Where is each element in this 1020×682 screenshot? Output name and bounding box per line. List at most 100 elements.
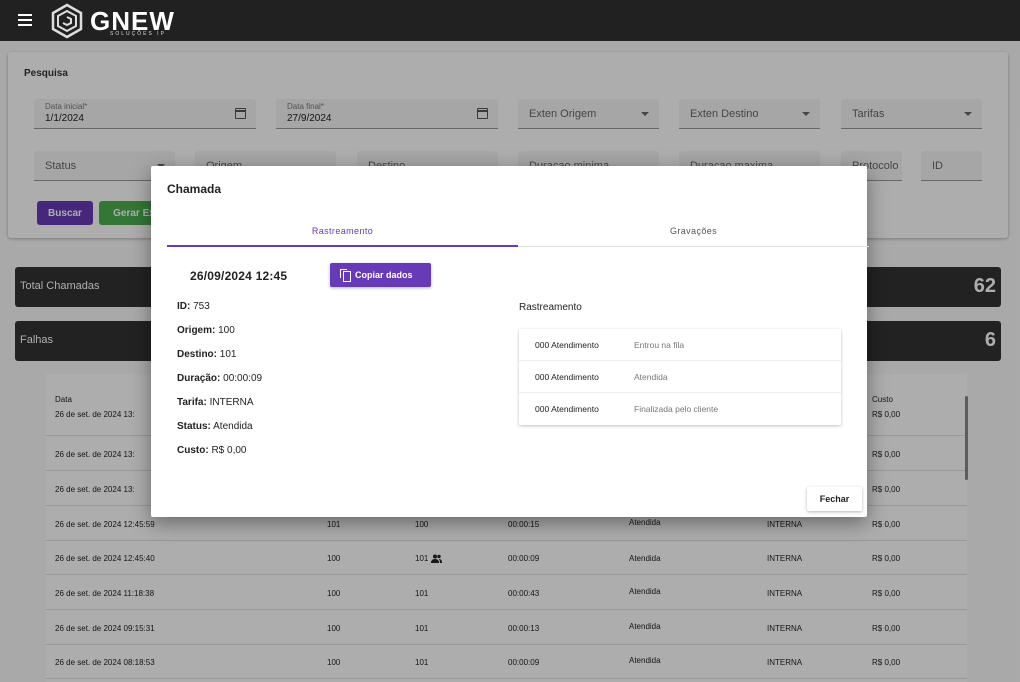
- cell-status: Atendida: [629, 518, 661, 527]
- cell-custo: R$ 0,00: [872, 658, 901, 667]
- copy-data-button[interactable]: Copiar dados: [330, 263, 431, 287]
- total-chamadas-label: Total Chamadas: [20, 280, 100, 292]
- tab-gravacoes[interactable]: Gravações: [518, 218, 869, 247]
- status-label: Status: [45, 160, 77, 172]
- cell-tarifa: INTERNA: [767, 554, 803, 563]
- exten-destino-select[interactable]: Exten Destino: [679, 99, 820, 129]
- cell-destino: 101: [415, 658, 429, 667]
- copy-icon: [340, 269, 351, 282]
- detail-id: ID: 753: [177, 301, 210, 312]
- cell-custo: R$ 0,00: [872, 589, 901, 598]
- cell-duracao: 00:00:15: [508, 520, 540, 529]
- tab-rastreamento[interactable]: Rastreamento: [167, 218, 518, 247]
- table-row[interactable]: 26 de set. de 2024 11:18:38 100 101 00:0…: [46, 575, 967, 610]
- tracking-queue: 000 Atendimento: [535, 340, 599, 350]
- cell-date: 26 de set. de 2024 09:15:31: [55, 624, 155, 633]
- dropdown-arrow-icon: [964, 112, 972, 116]
- exten-destino-label: Exten Destino: [690, 108, 759, 120]
- table-row[interactable]: 26 de set. de 2024 09:15:31 100 101 00:0…: [46, 610, 967, 645]
- detail-status: Status: Atendida: [177, 421, 253, 432]
- menu-icon[interactable]: [18, 14, 32, 26]
- cell-status: Atendida: [629, 554, 661, 563]
- logo: GNEW: [50, 2, 175, 40]
- table-header: Data Custo: [46, 374, 967, 416]
- fechar-button[interactable]: Fechar: [807, 487, 862, 511]
- cell-destino: 101: [415, 589, 429, 598]
- cell-tarifa: INTERNA: [767, 520, 803, 529]
- call-details-dialog: Chamada Rastreamento Gravações 26/09/202…: [151, 166, 869, 517]
- detail-id-label: ID:: [177, 301, 191, 312]
- dropdown-arrow-icon: [641, 112, 649, 116]
- tracking-title: Rastreamento: [519, 302, 582, 313]
- tracking-event: Atendida: [634, 372, 668, 382]
- detail-duracao: Duração: 00:00:09: [177, 373, 262, 384]
- tracking-item: 000 Atendimento Atendida: [519, 361, 841, 393]
- cell-tarifa: INTERNA: [767, 589, 803, 598]
- buscar-button[interactable]: Buscar: [37, 201, 93, 225]
- data-final-label: Data final*: [287, 102, 324, 111]
- total-chamadas-value: 62: [973, 275, 996, 297]
- cell-date: 26 de set. de 2024 12:45:59: [55, 520, 155, 529]
- tarifas-label: Tarifas: [852, 108, 885, 120]
- data-inicial-field[interactable]: Data inicial* 1/1/2024: [34, 99, 256, 129]
- cell-duracao: 00:00:09: [508, 658, 540, 667]
- cell-status: Atendida: [629, 587, 661, 596]
- protocolo-input[interactable]: Protocolo: [841, 151, 902, 181]
- data-inicial-value: 1/1/2024: [45, 113, 84, 124]
- table-row[interactable]: 26 de set. de 2024 08:18:53 100 101 00:0…: [46, 644, 967, 679]
- logo-subtext: SOLUÇÕES IP: [110, 31, 166, 37]
- cell-custo: R$ 0,00: [872, 450, 901, 459]
- detail-destino: Destino: 101: [177, 349, 236, 360]
- cell-date: 26 de set. de 2024 13:: [55, 450, 135, 459]
- top-app-bar: GNEW SOLUÇÕES IP: [0, 0, 1020, 41]
- tarifas-select[interactable]: Tarifas: [841, 99, 982, 129]
- dropdown-arrow-icon: [802, 112, 810, 116]
- calendar-icon[interactable]: [477, 108, 488, 119]
- column-data[interactable]: Data: [55, 395, 72, 404]
- detail-status-value: Atendida: [213, 421, 253, 432]
- data-final-value: 27/9/2024: [287, 113, 332, 124]
- detail-tarifa: Tarifa: INTERNA: [177, 397, 254, 408]
- calendar-icon[interactable]: [235, 108, 246, 119]
- tracking-queue: 000 Atendimento: [535, 372, 599, 382]
- tracking-list: 000 Atendimento Entrou na fila 000 Atend…: [519, 329, 841, 425]
- detail-destino-label: Destino:: [177, 349, 217, 360]
- falhas-label: Falhas: [20, 334, 54, 346]
- tracking-item: 000 Atendimento Entrou na fila: [519, 329, 841, 361]
- dialog-title: Chamada: [167, 182, 222, 196]
- cell-status: Atendida: [629, 656, 661, 665]
- cell-date: 26 de set. de 2024 12:45:40: [55, 554, 155, 563]
- data-inicial-label: Data inicial*: [45, 102, 88, 111]
- detail-origem-value: 100: [218, 325, 235, 336]
- cell-origem: 100: [327, 589, 341, 598]
- cell-destino: 100: [415, 520, 429, 529]
- cell-duracao: 00:00:09: [508, 554, 540, 563]
- logo-mark-icon: [51, 3, 83, 39]
- cell-date: 26 de set. de 2024 13:: [55, 410, 135, 419]
- data-final-field[interactable]: Data final* 27/9/2024: [276, 99, 498, 129]
- cell-custo: R$ 0,00: [872, 410, 901, 419]
- cell-destino: 101: [415, 554, 429, 563]
- tracking-queue: 000 Atendimento: [535, 404, 599, 414]
- cell-origem: 100: [327, 554, 341, 563]
- detail-origem-label: Origem:: [177, 325, 216, 336]
- cell-custo: R$ 0,00: [872, 554, 901, 563]
- cell-origem: 101: [327, 520, 341, 529]
- cell-custo: R$ 0,00: [872, 624, 901, 633]
- cell-duracao: 00:00:43: [508, 589, 540, 598]
- column-custo[interactable]: Custo: [872, 395, 893, 404]
- cell-duracao: 00:00:13: [508, 624, 540, 633]
- copy-data-label: Copiar dados: [355, 270, 413, 280]
- cell-date: 26 de set. de 2024 11:18:38: [55, 589, 155, 598]
- exten-origem-select[interactable]: Exten Origem: [518, 99, 659, 129]
- detail-status-label: Status:: [177, 421, 211, 432]
- cell-custo: R$ 0,00: [872, 485, 901, 494]
- table-row[interactable]: 26 de set. de 2024 12:45:40 100 101 00:0…: [46, 540, 967, 575]
- table-row[interactable]: 26 de set. de 2024 12:45:59 101 100 00:0…: [46, 506, 967, 541]
- cell-tarifa: INTERNA: [767, 624, 803, 633]
- detail-origem: Origem: 100: [177, 325, 235, 336]
- id-input[interactable]: ID: [921, 151, 982, 181]
- cell-status: Atendida: [629, 622, 661, 631]
- table-scrollbar[interactable]: [965, 396, 968, 480]
- detail-tarifa-label: Tarifa:: [177, 397, 207, 408]
